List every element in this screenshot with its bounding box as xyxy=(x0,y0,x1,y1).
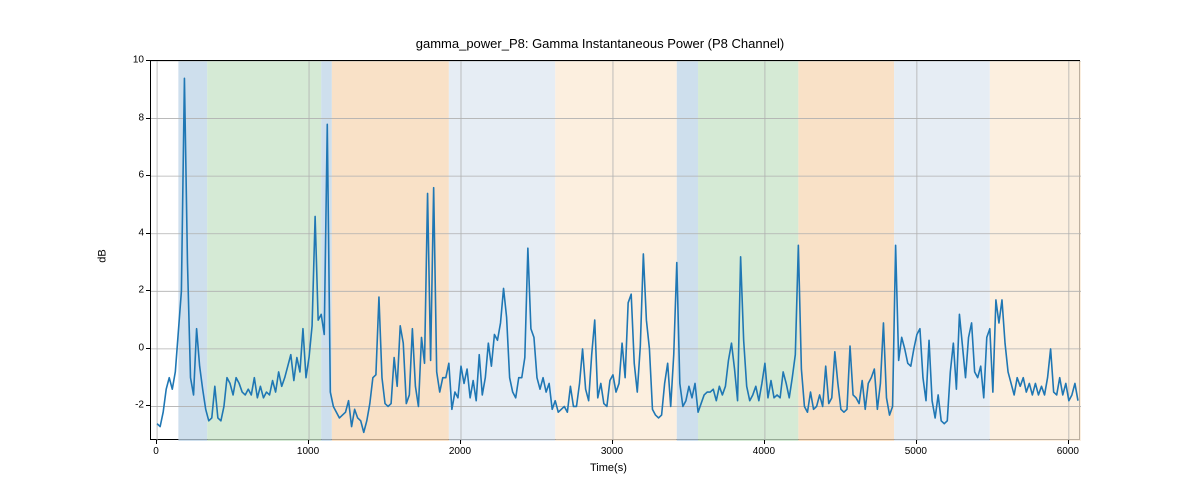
xtick-mark xyxy=(764,440,765,444)
ytick-label: 0 xyxy=(120,342,144,353)
plot-svg xyxy=(151,61,1081,441)
ytick-mark xyxy=(146,348,150,349)
figure: gamma_power_P8: Gamma Instantaneous Powe… xyxy=(0,0,1200,500)
xtick-label: 6000 xyxy=(1057,446,1079,457)
xtick-label: 1000 xyxy=(297,446,319,457)
y-axis-label: dB xyxy=(97,249,109,262)
ytick-mark xyxy=(146,60,150,61)
xtick-label: 0 xyxy=(153,446,159,457)
ytick-label: 2 xyxy=(120,285,144,296)
xtick-label: 3000 xyxy=(601,446,623,457)
ytick-mark xyxy=(146,290,150,291)
chart-title: gamma_power_P8: Gamma Instantaneous Powe… xyxy=(0,36,1200,51)
ytick-label: 10 xyxy=(120,55,144,66)
plot-area xyxy=(150,60,1080,440)
xtick-mark xyxy=(1068,440,1069,444)
xtick-mark xyxy=(460,440,461,444)
xtick-label: 2000 xyxy=(449,446,471,457)
ytick-label: 8 xyxy=(120,112,144,123)
ytick-mark xyxy=(146,175,150,176)
xtick-mark xyxy=(308,440,309,444)
ytick-label: -2 xyxy=(120,400,144,411)
ytick-mark xyxy=(146,405,150,406)
background-region xyxy=(698,61,798,441)
background-region xyxy=(555,61,677,441)
background-region xyxy=(894,61,990,441)
xtick-mark xyxy=(156,440,157,444)
xtick-label: 4000 xyxy=(753,446,775,457)
xtick-mark xyxy=(916,440,917,444)
ytick-label: 6 xyxy=(120,170,144,181)
background-region xyxy=(332,61,449,441)
xtick-label: 5000 xyxy=(905,446,927,457)
ytick-mark xyxy=(146,233,150,234)
ytick-label: 4 xyxy=(120,227,144,238)
background-region xyxy=(207,61,321,441)
ytick-mark xyxy=(146,118,150,119)
x-axis-label: Time(s) xyxy=(590,462,627,474)
xtick-mark xyxy=(612,440,613,444)
